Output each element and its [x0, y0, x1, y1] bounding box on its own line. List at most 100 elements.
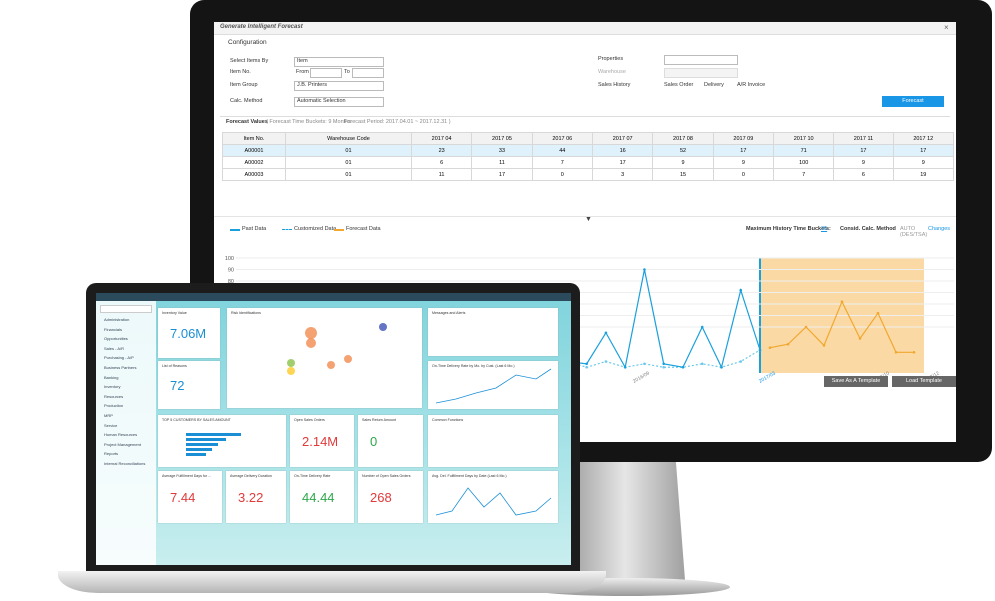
dashboard-tile: Average Fulfillment Days for ... 7.44: [158, 471, 222, 523]
nav-item[interactable]: Sales - A/R: [104, 345, 125, 351]
table-cell: 0: [712, 168, 775, 181]
template-button[interactable]: Save As A Template: [824, 376, 888, 387]
table-cell: A00002: [222, 156, 286, 169]
forecast-point: [894, 351, 898, 354]
past-point: [720, 365, 723, 369]
nav-item[interactable]: Resources: [104, 393, 124, 399]
nav-item[interactable]: Financials: [104, 326, 123, 332]
legend-swatch: [334, 229, 344, 231]
tile-title: Open Sales Orders: [294, 418, 325, 422]
period: Forecast Period: 2017.04.01 ~ 2017.12.31…: [344, 119, 451, 125]
max-history: Maximum History Time Buckets:: [746, 226, 831, 232]
table-cell: 9: [892, 156, 955, 169]
table-cell: 01: [284, 156, 412, 169]
forecast-point: [858, 337, 862, 340]
nav-item[interactable]: Purchasing - A/P: [104, 355, 134, 361]
table-cell: 44: [531, 144, 593, 157]
header-cell: 2017 10: [773, 132, 835, 145]
table-header: Item No. Warehouse Code 2017 04 2017 05 2017…: [222, 132, 955, 145]
dashboard-tile: TOP 5 CUSTOMERS BY SALES AMOUNT: [158, 415, 286, 467]
customized-point: [739, 360, 743, 363]
forecast-table: Item No. Warehouse Code 2017 04 2017 05 2017…: [222, 132, 955, 181]
dashboard-tile: Average Delivery Duration 3.22: [226, 471, 286, 523]
nav-item[interactable]: Project Management: [104, 441, 141, 447]
past-point: [585, 362, 588, 366]
past-point: [623, 365, 627, 369]
auto-label: AUTO (DES/TSA): [900, 226, 928, 238]
forecast-button[interactable]: Forecast: [882, 96, 944, 107]
table-cell: A00003: [222, 168, 286, 181]
header-cell: 2017 07: [591, 132, 654, 145]
customized-point: [585, 365, 588, 369]
nav-item[interactable]: MRP: [104, 413, 113, 418]
past-point: [758, 348, 762, 352]
nav-item[interactable]: Administration: [104, 317, 130, 322]
y-tick-label: 100: [225, 256, 234, 262]
table-body: Item No. Warehouse Code 2017 04 2017 05 2017…: [222, 132, 955, 181]
tile-value: 0: [370, 434, 378, 449]
input: [310, 68, 342, 78]
form-label: Item No.: [230, 69, 251, 75]
header-cell: Item No.: [222, 132, 286, 145]
nav-item[interactable]: Internal Reconciliations: [104, 461, 146, 466]
search-box: [100, 305, 152, 313]
dashboard-tile: Common Functions: [428, 415, 558, 467]
tile-value: 3.22: [238, 490, 264, 505]
section-title: Configuration: [228, 39, 267, 46]
table-cell: 17: [591, 156, 654, 169]
changes-link[interactable]: Changes: [928, 226, 951, 232]
dropdown-value: Automatic Selection: [297, 98, 346, 104]
nav-item[interactable]: Reports: [104, 451, 119, 457]
window-title: Generate Intelligent Forecast: [220, 24, 303, 30]
table-cell: 3: [591, 168, 654, 181]
form-label: Warehouse: [598, 69, 626, 75]
tile-title: List of Reasons: [162, 364, 187, 368]
divider: [220, 116, 950, 117]
consid-label: Consid. Calc. Method: [840, 226, 896, 232]
input: [664, 68, 738, 78]
max-history-value: 36: [821, 226, 828, 232]
dashboard-tile: Messages and Alerts: [428, 308, 558, 356]
dropdown: [294, 81, 384, 91]
header-cell: 2017 05: [471, 132, 533, 145]
customized-point: [662, 365, 666, 369]
table-cell: 100: [773, 156, 835, 169]
customized-line: [547, 340, 761, 368]
nav-item[interactable]: Business Partners: [104, 365, 137, 370]
table-cell: 15: [652, 168, 714, 181]
tile-value: 44.44: [302, 490, 335, 505]
tile-value: 7.44: [170, 490, 196, 505]
table-cell: 6: [833, 168, 894, 181]
tile-title: TOP 5 CUSTOMERS BY SALES AMOUNT: [162, 418, 231, 422]
nav-item[interactable]: Inventory: [104, 384, 121, 390]
radio-option: A/R Invoice: [737, 82, 766, 88]
values-title: Forecast Values: [226, 119, 268, 125]
dashboard-tile: On-Time Delivery Rate 44.44: [290, 471, 354, 523]
forecast-point: [840, 300, 844, 303]
nav-item[interactable]: Banking: [104, 374, 119, 380]
collapse-arrow: ▼: [585, 216, 592, 223]
form-label: Sales History: [598, 82, 631, 88]
y-tick-label: 80: [228, 279, 234, 285]
nav-item[interactable]: Service: [104, 422, 118, 428]
form-label: Properties: [598, 56, 624, 62]
table-cell: 17: [833, 144, 894, 157]
dashboard-tile: Number of Open Sales Orders 268: [358, 471, 423, 523]
legend-swatch: [282, 229, 292, 232]
table-cell: A00001: [222, 144, 286, 157]
table-cell: 01: [284, 168, 412, 181]
customized-point: [643, 362, 646, 366]
radio-option: Sales Order: [664, 82, 694, 88]
forecast-point: [768, 346, 772, 349]
nav-item[interactable]: Production: [104, 403, 124, 409]
forecast-chart: 1009080706050402016/092017/032017/102017…: [225, 256, 954, 385]
table-row: A00001 01 23 33 44 16 52 17 71 17 17: [222, 144, 955, 157]
nav-item[interactable]: Opportunities: [104, 336, 128, 342]
monitor-stand: [565, 455, 685, 580]
forecast-point: [912, 351, 916, 354]
table-cell: 7: [531, 156, 593, 169]
legend-entry: Customized Data: [294, 226, 337, 232]
nav-item[interactable]: Human Resources: [104, 432, 138, 438]
template-button[interactable]: Load Template: [892, 376, 956, 387]
tile-title: Average Fulfillment Days for ...: [162, 474, 212, 478]
